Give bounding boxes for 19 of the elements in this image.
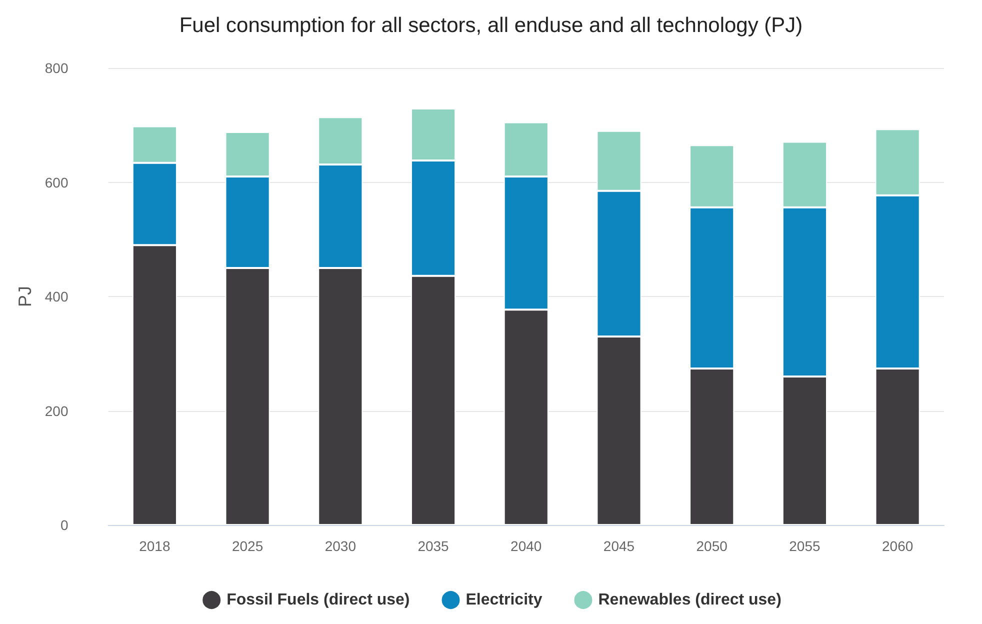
y-axis-title: PJ bbox=[15, 286, 35, 308]
y-tick-label: 400 bbox=[44, 288, 68, 304]
legend-label: Fossil Fuels (direct use) bbox=[226, 592, 410, 608]
chart-title: Fuel consumption for all sectors, all enduse and all technology (PJ) bbox=[179, 14, 803, 37]
x-tick-label: 2035 bbox=[418, 538, 450, 554]
y-tick-label: 200 bbox=[44, 402, 68, 419]
x-tick-label: 2025 bbox=[232, 538, 264, 554]
x-tick-label: 2030 bbox=[324, 538, 356, 554]
x-tick-label: 2040 bbox=[510, 538, 542, 554]
y-tick-label: 0 bbox=[60, 517, 68, 533]
x-tick-label: 2060 bbox=[882, 538, 914, 554]
x-tick-label: 2045 bbox=[603, 538, 635, 554]
legend-label: Renewables (direct use) bbox=[598, 592, 782, 608]
x-tick-label: 2018 bbox=[139, 538, 170, 554]
x-tick-label: 2055 bbox=[789, 538, 820, 554]
y-tick-label: 800 bbox=[44, 60, 68, 76]
y-tick-label: 600 bbox=[44, 174, 68, 190]
x-tick-label: 2050 bbox=[696, 538, 728, 554]
legend-label: Electricity bbox=[466, 592, 542, 608]
